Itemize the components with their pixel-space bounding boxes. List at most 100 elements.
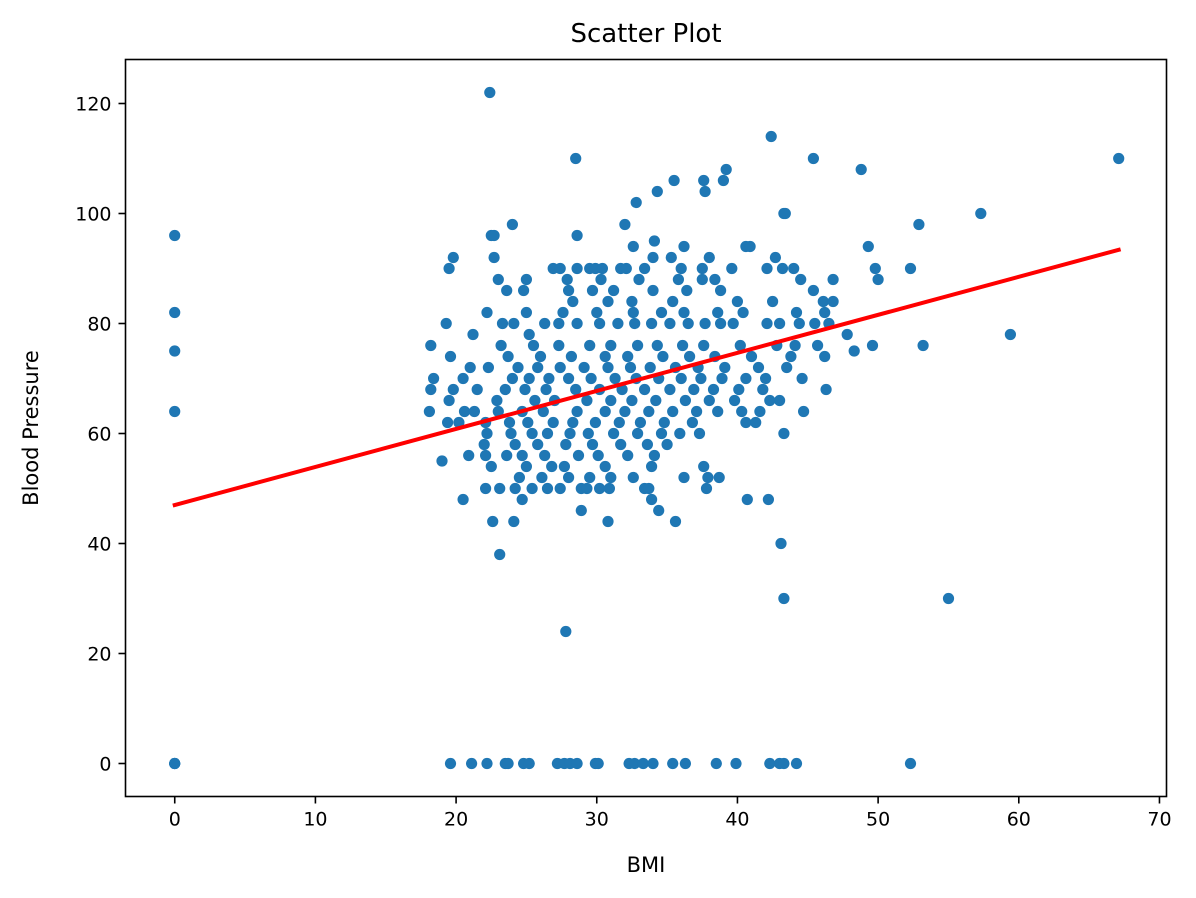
plot-frame — [124, 58, 1168, 798]
data-point — [686, 416, 699, 429]
data-point — [440, 317, 452, 330]
data-point — [647, 757, 659, 770]
data-point — [495, 339, 507, 352]
data-point — [658, 416, 670, 429]
data-point — [458, 405, 471, 418]
data-point — [481, 427, 493, 440]
data-point — [563, 372, 575, 385]
data-point — [526, 427, 538, 440]
data-point — [664, 317, 676, 330]
data-point — [650, 394, 662, 407]
data-point — [764, 757, 776, 770]
data-point — [560, 438, 572, 451]
data-point — [682, 317, 694, 330]
data-point — [904, 262, 917, 275]
data-point — [715, 317, 727, 330]
data-point — [820, 383, 832, 396]
data-point — [646, 493, 658, 506]
data-point — [733, 383, 745, 396]
data-point — [512, 361, 524, 374]
data-point — [506, 218, 518, 231]
data-point — [523, 757, 535, 770]
data-point — [647, 251, 659, 264]
data-point — [627, 306, 639, 319]
data-point — [942, 592, 955, 605]
data-point — [527, 339, 540, 352]
data-point — [745, 350, 758, 363]
data-point — [812, 339, 824, 352]
data-point — [508, 317, 520, 330]
data-point — [703, 394, 715, 407]
data-point — [443, 262, 455, 275]
x-tick-label: 60 — [1007, 809, 1031, 831]
data-point — [608, 427, 620, 440]
data-point — [540, 383, 552, 396]
data-point — [496, 317, 509, 330]
data-point — [709, 273, 721, 286]
data-point — [619, 405, 631, 418]
data-point — [712, 405, 724, 418]
data-point — [586, 438, 599, 451]
x-tick-label: 70 — [1147, 809, 1171, 831]
data-point — [612, 317, 624, 330]
data-point — [737, 306, 749, 319]
data-point — [655, 306, 668, 319]
data-point — [532, 361, 544, 374]
data-point — [442, 416, 454, 429]
data-point — [578, 361, 590, 374]
data-point — [684, 350, 696, 363]
data-point — [913, 218, 925, 231]
data-point — [571, 262, 583, 275]
data-point — [647, 284, 659, 297]
data-point — [776, 262, 789, 275]
data-point — [696, 273, 708, 286]
data-point — [502, 350, 514, 363]
data-point — [609, 372, 621, 385]
data-point — [487, 515, 499, 528]
data-point — [615, 438, 627, 451]
data-point — [841, 328, 853, 341]
data-point — [630, 196, 642, 209]
data-point — [536, 471, 548, 484]
data-point — [608, 284, 620, 297]
data-point — [778, 427, 790, 440]
data-point — [761, 317, 773, 330]
data-point — [702, 471, 714, 484]
data-point — [627, 240, 639, 253]
data-point — [639, 262, 651, 275]
data-point — [520, 460, 533, 473]
data-point — [488, 229, 500, 242]
data-point — [553, 339, 565, 352]
data-point — [674, 427, 686, 440]
data-point — [855, 163, 867, 176]
data-point — [904, 757, 917, 770]
data-point — [599, 405, 611, 418]
data-point — [537, 405, 549, 418]
data-point — [169, 345, 181, 357]
data-point — [862, 240, 874, 253]
data-point — [428, 372, 440, 385]
data-point — [520, 273, 533, 286]
data-point — [819, 350, 831, 363]
data-point — [563, 284, 575, 297]
data-point — [707, 383, 720, 396]
data-point — [499, 383, 511, 396]
data-point — [571, 405, 583, 418]
data-point — [453, 416, 465, 429]
data-point — [632, 427, 644, 440]
data-point — [646, 317, 658, 330]
data-point — [575, 504, 587, 517]
data-point — [634, 416, 647, 429]
data-point — [605, 339, 617, 352]
data-point — [596, 262, 609, 275]
data-point — [774, 317, 786, 330]
data-point — [720, 163, 732, 176]
data-point — [668, 174, 680, 187]
y-tick-label: 100 — [75, 204, 111, 226]
data-point — [532, 438, 544, 451]
data-point — [522, 416, 534, 429]
data-point — [443, 394, 455, 407]
data-point — [717, 174, 730, 187]
data-point — [713, 471, 725, 484]
data-point — [698, 460, 710, 473]
